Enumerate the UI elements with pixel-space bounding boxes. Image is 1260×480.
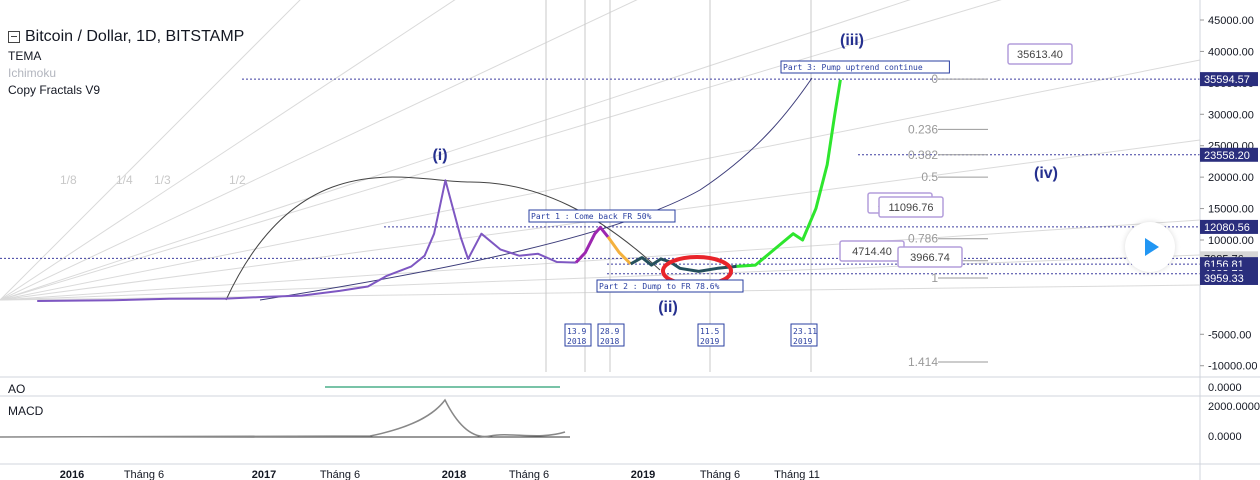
annotation-box [528,209,676,223]
gann-fan-ray [0,0,911,301]
ao-axis-label: 0.0000 [1208,382,1242,394]
date-marker-text: 2019 [793,337,812,346]
y-tick-label: 45000.00 [1208,15,1254,27]
fib-level-label: 1 [931,271,938,285]
x-tick-label: 2018 [442,469,466,480]
gann-fan-ray [0,0,638,301]
y-tick-label: -5000.00 [1208,329,1251,341]
price-label-text: 23558.20 [1204,150,1250,162]
collapse-icon[interactable] [8,31,20,43]
indicator-copy-fractals[interactable]: Copy Fractals V9 [8,83,101,97]
price-label-text: 35594.57 [1204,74,1250,86]
chart-legend: Bitcoin / Dollar, 1D, BITSTAMP TEMA Ichi… [8,28,244,97]
date-marker-box [564,323,592,347]
play-icon [1145,238,1159,256]
gann-fan-ray [0,0,1002,301]
macd-signal-line [0,398,566,438]
gann-fan-ray [0,59,1201,301]
fib-level-label: 0.236 [908,122,938,136]
price-series-line [37,179,576,302]
date-marker-box [597,323,625,347]
date-marker-text: 2018 [600,337,619,346]
price-series-line [574,225,610,264]
date-marker-box [790,323,818,347]
annotation-text: Part 2 : Dump to FR 78.6% [599,282,720,291]
date-marker-text: 28.9 [600,327,619,336]
indicator-ichimoku[interactable]: Ichimoku [8,66,57,80]
symbol-title: Bitcoin / Dollar, 1D, BITSTAMP [25,28,245,45]
callout-box [878,196,944,218]
y-tick-label: -10000.00 [1208,361,1258,373]
x-tick-label: Tháng 6 [700,469,740,480]
price-series-line [606,236,632,265]
callout-box [1007,43,1073,65]
wave-label: (i) [432,147,447,164]
macd-axis-label: 0.0000 [1208,431,1242,443]
gann-fan-ray [0,0,301,301]
y-tick-label: 10000.00 [1208,235,1254,247]
y-tick-label: 40000.00 [1208,46,1254,58]
date-marker-text: 2018 [567,337,586,346]
date-marker-text: 13.9 [567,327,586,336]
callout-text: 11096.76 [888,202,933,214]
fib-level-label: 0 [931,72,938,86]
gann-fan-label: 1/2 [229,173,246,187]
price-label-box[interactable] [1200,219,1258,234]
price-label-box[interactable] [1200,270,1258,285]
x-tick-label: 2017 [252,469,276,480]
play-button[interactable] [1125,222,1175,272]
price-series-line [736,79,842,268]
fib-level-label: 0.786 [908,232,938,246]
gann-fan-label: 1/4 [116,173,133,187]
price-label-text: 12080.56 [1204,222,1250,234]
indicator-tema[interactable]: TEMA [8,49,42,63]
gann-fan-label: 1/8 [60,173,77,187]
x-tick-label: Tháng 6 [509,469,549,480]
annotation-text: Part 1 : Come back FR 50% [531,212,652,221]
x-tick-label: 2019 [631,469,655,480]
gann-fan-ray [0,0,456,301]
annotation-box [596,279,744,293]
wave-label: (iv) [1034,165,1058,182]
date-marker-box [697,323,725,347]
price-label-box[interactable] [1200,72,1258,87]
date-marker-text: 2019 [700,337,719,346]
fib-level-label: 0.5 [921,170,938,184]
x-tick-label: Tháng 6 [320,469,360,480]
ao-pane-label: AO [8,382,26,396]
price-label-text: 3959.33 [1204,273,1244,285]
gann-fan-ray [0,254,1201,301]
x-tick-label: Tháng 6 [124,469,164,480]
x-tick-label: 2016 [60,469,84,480]
fib-level-label: 1.414 [908,355,938,369]
macd-pane-label: MACD [8,404,44,418]
price-label-box[interactable] [1200,147,1258,162]
gann-fan-ray [0,219,1201,301]
callout-text: 4714.40 [852,246,892,258]
gann-fan-label: 1/3 [154,173,171,187]
date-marker-text: 11.5 [700,327,719,336]
wave-label: (iii) [840,32,864,49]
y-tick-label: 15000.00 [1208,204,1254,216]
date-marker-text: 23.11 [793,327,817,336]
callout-text: 3966.74 [910,252,950,264]
y-tick-label: 20000.00 [1208,172,1254,184]
y-tick-label: 30000.00 [1208,109,1254,121]
wave-label: (ii) [658,299,678,316]
fib-level-label: 0.382 [908,148,938,162]
annotation-box [780,60,950,74]
macd-axis-label: 2000.0000 [1208,401,1260,413]
callout-box [897,246,963,268]
x-tick-label: Tháng 11 [774,469,820,480]
callout-text: 35613.40 [1017,49,1063,61]
annotation-text: Part 3: Pump uptrend continue [783,63,923,72]
